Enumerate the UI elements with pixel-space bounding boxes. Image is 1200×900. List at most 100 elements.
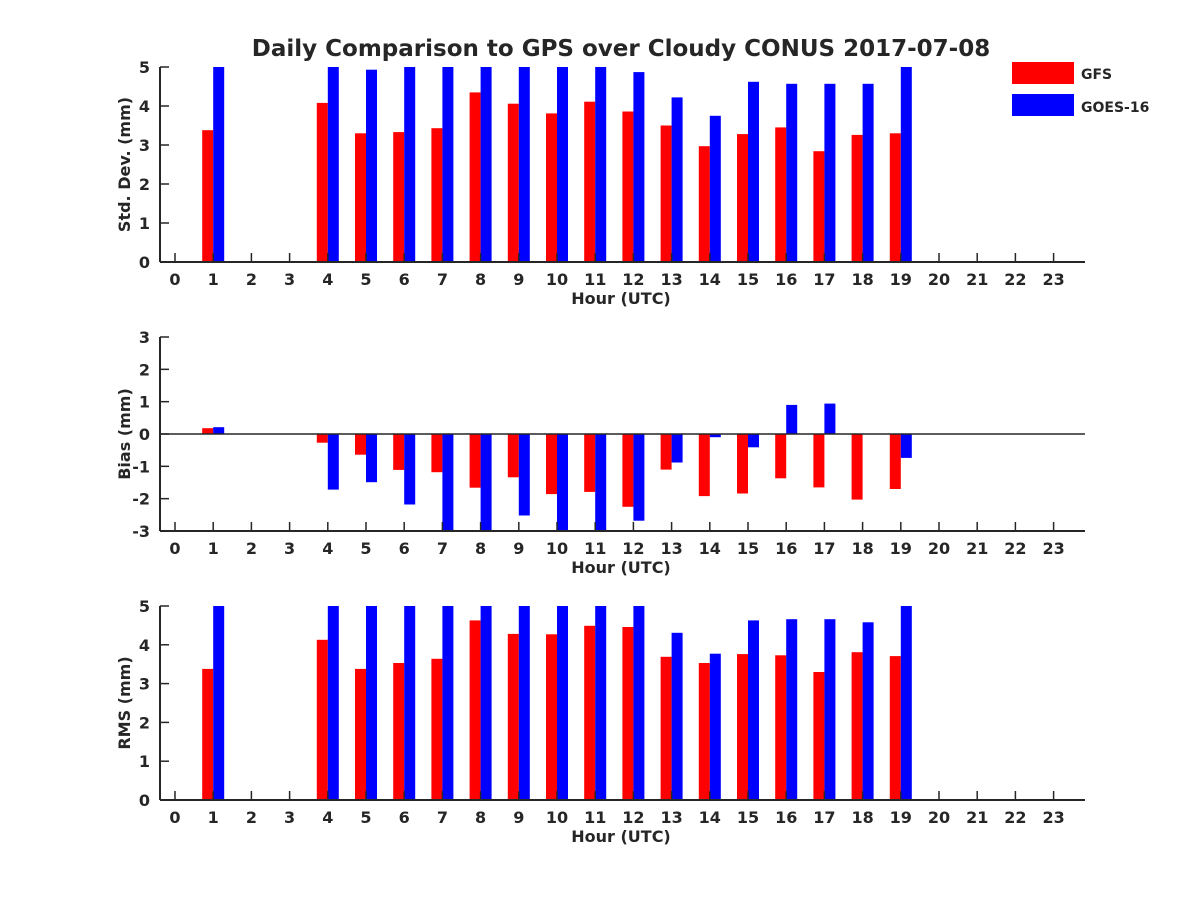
bar-gfs-hour-11 <box>584 101 596 262</box>
bar-goes-16-hour-17 <box>824 403 836 434</box>
bar-gfs-hour-9 <box>507 103 519 262</box>
x-tick-label: 13 <box>660 539 682 558</box>
bar-gfs-hour-14 <box>698 434 710 497</box>
x-tick-label: 22 <box>1004 270 1026 289</box>
x-tick-label: 2 <box>246 808 257 827</box>
x-tick-label: 5 <box>360 539 371 558</box>
y-tick-label: -3 <box>132 522 150 541</box>
bar-goes-16-hour-5 <box>366 69 377 262</box>
x-tick-label: 5 <box>360 270 371 289</box>
bar-goes-16-hour-13 <box>671 97 683 263</box>
bar-gfs-hour-8 <box>469 434 481 488</box>
bar-goes-16-hour-6 <box>404 434 416 505</box>
x-tick-label: 4 <box>322 539 333 558</box>
bar-gfs-hour-12 <box>622 627 634 800</box>
x-axis-label: Hour (UTC) <box>571 289 671 308</box>
bar-gfs-hour-17 <box>813 672 825 800</box>
bar-gfs-hour-8 <box>469 620 481 800</box>
bar-goes-16-hour-10 <box>557 67 568 262</box>
bar-gfs-hour-4 <box>316 434 328 443</box>
bar-goes-16-hour-11 <box>595 606 607 800</box>
bar-gfs-hour-19 <box>889 133 901 262</box>
bar-gfs-hour-1 <box>202 428 214 434</box>
bar-gfs-hour-15 <box>737 434 748 494</box>
bar-goes-16-hour-9 <box>518 434 530 516</box>
x-tick-label: 11 <box>584 270 606 289</box>
bar-goes-16-hour-12 <box>633 606 645 800</box>
bar-goes-16-hour-16 <box>786 404 798 434</box>
bar-goes-16-hour-18 <box>862 83 874 262</box>
y-axis-label: Bias (mm) <box>115 388 134 480</box>
bar-gfs-hour-17 <box>813 151 825 262</box>
y-tick-label: 0 <box>139 791 150 810</box>
y-tick-label: 1 <box>139 393 150 412</box>
y-tick-label: 5 <box>139 597 150 616</box>
bar-goes-16-hour-1 <box>213 67 225 262</box>
x-tick-label: 16 <box>775 808 797 827</box>
x-tick-label: 20 <box>928 270 950 289</box>
bar-goes-16-hour-8 <box>480 434 492 531</box>
bar-goes-16-hour-4 <box>327 434 339 490</box>
x-tick-label: 7 <box>437 808 448 827</box>
x-tick-label: 11 <box>584 539 606 558</box>
bar-gfs-hour-1 <box>202 668 214 800</box>
bar-gfs-hour-10 <box>546 113 557 263</box>
bar-gfs-hour-4 <box>316 102 328 263</box>
bar-gfs-hour-7 <box>431 434 443 473</box>
bar-gfs-hour-15 <box>737 654 748 800</box>
x-axis-label: Hour (UTC) <box>571 558 671 577</box>
bar-goes-16-hour-6 <box>404 606 416 800</box>
legend-label-goes16: GOES-16 <box>1081 100 1149 116</box>
bar-goes-16-hour-17 <box>824 619 836 800</box>
bar-gfs-hour-17 <box>813 434 825 488</box>
x-tick-label: 14 <box>699 539 721 558</box>
x-tick-label: 12 <box>622 808 644 827</box>
bar-gfs-hour-16 <box>775 434 787 479</box>
x-tick-label: 19 <box>890 270 912 289</box>
x-tick-label: 7 <box>437 539 448 558</box>
bar-goes-16-hour-5 <box>366 434 377 483</box>
x-tick-label: 4 <box>322 270 333 289</box>
bar-goes-16-hour-14 <box>709 434 721 438</box>
bar-gfs-hour-5 <box>355 434 366 455</box>
y-tick-label: 3 <box>139 136 150 155</box>
x-tick-label: 9 <box>513 539 524 558</box>
x-tick-label: 15 <box>737 808 759 827</box>
y-tick-label: -1 <box>132 457 150 476</box>
bar-goes-16-hour-19 <box>900 434 912 458</box>
x-tick-label: 18 <box>851 539 873 558</box>
bar-goes-16-hour-10 <box>557 434 568 531</box>
bar-gfs-hour-7 <box>431 128 443 262</box>
legend-label-gfs: GFS <box>1081 67 1112 83</box>
bar-goes-16-hour-19 <box>900 606 912 800</box>
bar-gfs-hour-10 <box>546 434 557 495</box>
x-tick-label: 10 <box>546 808 568 827</box>
x-tick-label: 13 <box>660 808 682 827</box>
bar-goes-16-hour-11 <box>595 67 607 262</box>
x-tick-label: 22 <box>1004 539 1026 558</box>
x-tick-label: 2 <box>246 539 257 558</box>
bar-goes-16-hour-6 <box>404 67 416 262</box>
x-tick-label: 5 <box>360 808 371 827</box>
bar-goes-16-hour-17 <box>824 83 836 262</box>
x-tick-label: 3 <box>284 808 295 827</box>
x-tick-label: 21 <box>966 539 988 558</box>
bar-goes-16-hour-14 <box>709 653 721 800</box>
x-tick-label: 19 <box>890 539 912 558</box>
x-tick-label: 23 <box>1042 539 1064 558</box>
x-tick-label: 6 <box>399 270 410 289</box>
bar-goes-16-hour-1 <box>213 606 225 800</box>
y-tick-label: 2 <box>139 713 150 732</box>
bar-gfs-hour-8 <box>469 92 481 263</box>
y-tick-label: 2 <box>139 175 150 194</box>
bar-gfs-hour-12 <box>622 111 634 262</box>
x-tick-label: 8 <box>475 270 486 289</box>
legend-swatch-goes16 <box>1012 94 1074 116</box>
bar-gfs-hour-5 <box>355 668 366 800</box>
x-tick-label: 15 <box>737 539 759 558</box>
x-tick-label: 8 <box>475 539 486 558</box>
x-tick-label: 17 <box>813 539 835 558</box>
bar-goes-16-hour-8 <box>480 67 492 262</box>
bar-gfs-hour-16 <box>775 127 787 263</box>
